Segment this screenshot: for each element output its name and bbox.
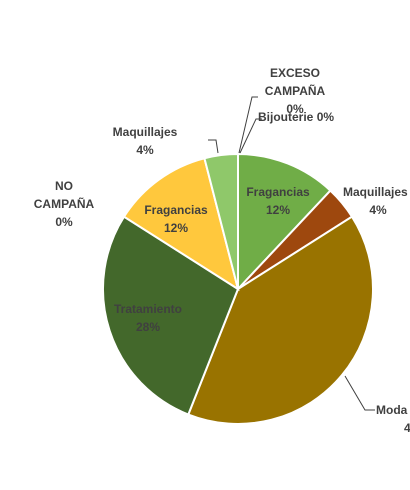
- slice-pct-no-campana: 0%: [55, 215, 73, 229]
- slice-label-exceso-line2: CAMPAÑA: [265, 83, 326, 98]
- leader-line-bijouterie: [239, 118, 262, 154]
- slice-pct-moda: 4: [404, 421, 410, 435]
- leader-line-moda: [344, 375, 375, 411]
- pie-slices: [102, 152, 374, 425]
- slice-pct-tratamiento: 28%: [136, 320, 160, 334]
- slice-pct-fragancias-2: 12%: [164, 221, 188, 235]
- slice-label-fragancias-1: Fragancias: [246, 185, 310, 199]
- slice-label-maquillajes-right: Maquillajes: [343, 185, 408, 199]
- slice-label-exceso-line1: EXCESO: [270, 66, 320, 80]
- slice-pct-fragancias-1: 12%: [266, 203, 290, 217]
- slice-label-bijouterie: Bijouterie 0%: [258, 110, 334, 124]
- slice-label-no-campana-line2: CAMPAÑA: [34, 196, 95, 211]
- leader-line-maquillajes-left: [208, 139, 219, 154]
- slice-label-no-campana-line1: NO: [55, 179, 73, 193]
- slice-label-tratamiento: Tratamiento: [114, 302, 182, 316]
- pie-slice-fragancias-0: [237, 152, 332, 292]
- leader-line-exceso-campana: [238, 96, 258, 154]
- slice-label-fragancias-2: Fragancias: [144, 203, 208, 217]
- slice-pct-maquillajes-left: 4%: [136, 143, 154, 157]
- pie-slice-fragancias-4: [122, 157, 240, 292]
- slice-pct-maquillajes-right: 4%: [369, 203, 387, 217]
- pie-slice-tratamiento-3: [102, 215, 240, 416]
- pie-slice-moda-2: [187, 215, 374, 425]
- slice-pct-exceso: 0%: [286, 102, 304, 116]
- slice-label-maquillajes-left: Maquillajes: [113, 125, 178, 139]
- slice-label-moda: Moda: [376, 403, 408, 417]
